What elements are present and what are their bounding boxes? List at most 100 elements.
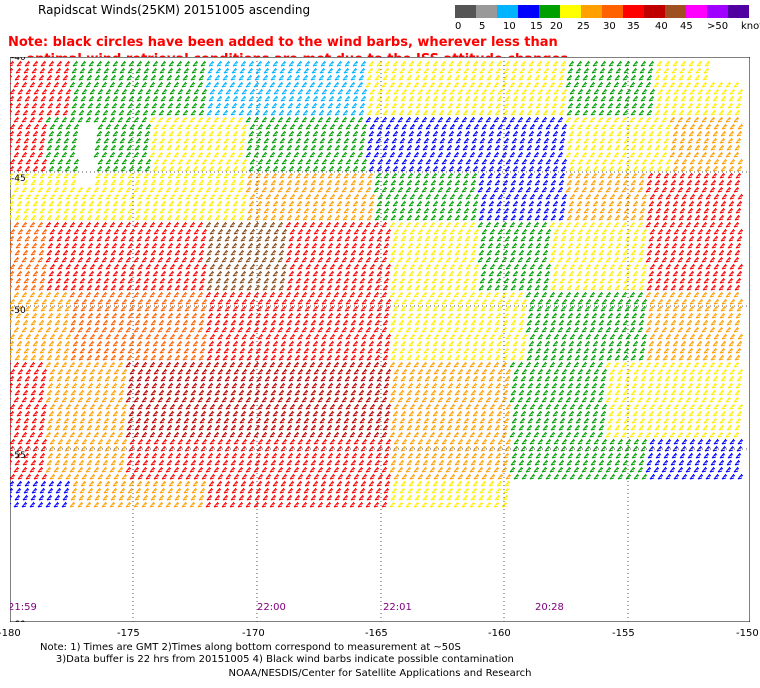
wind-barb: [569, 88, 576, 95]
wind-barb: [406, 109, 413, 116]
wind-barb: [733, 81, 740, 88]
wind-barb: [312, 95, 319, 102]
wind-barb: [16, 95, 23, 102]
wind-barb: [279, 67, 286, 74]
wind-barb: [647, 67, 654, 74]
wind-barb: [559, 67, 566, 74]
wind-barb: [56, 130, 63, 137]
wind-barb: [457, 88, 464, 95]
wind-barb: [717, 116, 724, 123]
wind-barb: [408, 95, 415, 102]
wind-barb: [560, 130, 567, 137]
wind-barb: [441, 123, 448, 130]
wind-barb: [200, 95, 207, 102]
legend-label: 45: [680, 21, 693, 32]
wind-barb: [463, 67, 470, 74]
wind-barb: [416, 60, 423, 67]
wind-barb: [80, 60, 87, 67]
wind-barb: [208, 95, 215, 102]
wind-barb: [287, 102, 294, 109]
wind-barb: [38, 109, 45, 116]
wind-barb: [280, 130, 287, 137]
wind-barb: [512, 130, 519, 137]
wind-barb: [112, 60, 119, 67]
wind-barb: [109, 116, 116, 123]
wind-barb: [584, 95, 591, 102]
wind-barb: [101, 81, 108, 88]
wind-barb: [416, 130, 423, 137]
wind-barb: [29, 81, 36, 88]
wind-barb: [270, 74, 277, 81]
wind-speed-legend: 0 5 10 15 20 25 30 35 40 45 >50: [455, 5, 749, 32]
wind-barb: [487, 67, 494, 74]
wind-barb: [30, 109, 37, 116]
wind-barb: [390, 109, 397, 116]
wind-barb: [169, 123, 176, 130]
wind-barb: [198, 74, 205, 81]
wind-barb: [223, 102, 230, 109]
wind-barb: [585, 123, 592, 130]
wind-barb: [237, 81, 244, 88]
wind-barb: [391, 137, 398, 144]
wind-barb: [456, 130, 463, 137]
wind-barb: [265, 123, 272, 130]
wind-barb: [39, 137, 46, 144]
wind-barb: [391, 67, 398, 74]
wind-barb: [289, 123, 296, 130]
wind-barb: [264, 130, 271, 137]
wind-barb: [174, 74, 181, 81]
legend-swatch: [539, 5, 560, 18]
wind-barb: [664, 95, 671, 102]
wind-barb: [591, 102, 598, 109]
wind-barb: [589, 81, 596, 88]
wind-barb: [328, 130, 335, 137]
wind-barb: [79, 102, 86, 109]
wind-barb: [461, 116, 468, 123]
wind-barb: [649, 88, 656, 95]
wind-barb: [687, 67, 694, 74]
wind-barb: [729, 88, 736, 95]
wind-barb: [95, 67, 102, 74]
wind-barb: [327, 102, 334, 109]
wind-barb: [465, 88, 472, 95]
wind-barb: [415, 102, 422, 109]
wind-barb: [157, 81, 164, 88]
wind-barb: [134, 74, 141, 81]
wind-barb: [167, 67, 174, 74]
wind-barb: [648, 95, 655, 102]
wind-barb: [264, 95, 271, 102]
wind-barb: [440, 95, 447, 102]
wind-barb: [143, 102, 150, 109]
wind-barb: [711, 102, 718, 109]
legend-label: 40: [655, 21, 668, 32]
wind-barb: [39, 67, 46, 74]
wind-barb: [424, 95, 431, 102]
wind-barb: [511, 102, 518, 109]
wind-barb: [264, 60, 271, 67]
wind-barb: [351, 137, 358, 144]
wind-barb: [88, 60, 95, 67]
wind-barb: [614, 109, 621, 116]
wind-barb: [477, 81, 484, 88]
wind-barb: [151, 137, 158, 144]
wind-barb: [152, 60, 159, 67]
wind-barb: [616, 130, 623, 137]
wind-barb: [670, 109, 677, 116]
wind-barb: [663, 102, 670, 109]
wind-barb: [223, 67, 230, 74]
wind-barb: [102, 109, 109, 116]
wind-barb: [96, 60, 103, 67]
wind-barb: [359, 102, 366, 109]
wind-barb: [182, 74, 189, 81]
wind-barb: [78, 74, 85, 81]
wind-barb: [201, 123, 208, 130]
wind-barb: [10, 117, 12, 122]
wind-barb: [553, 123, 560, 130]
wind-barb: [423, 102, 430, 109]
wind-barb: [673, 88, 680, 95]
wind-barb: [246, 109, 253, 116]
wind-barb: [345, 123, 352, 130]
wind-barb: [281, 88, 288, 95]
wind-barb: [609, 123, 616, 130]
